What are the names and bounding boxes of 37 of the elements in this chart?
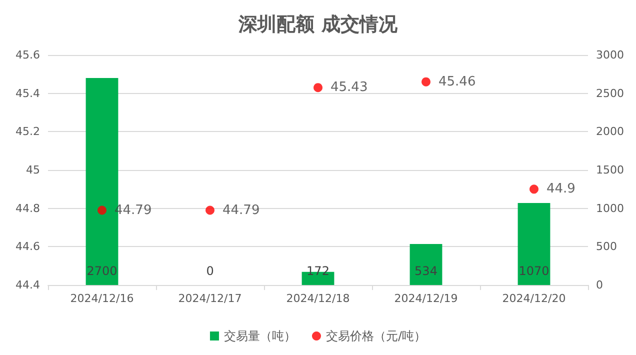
- y2-tick-label: 500: [596, 240, 617, 254]
- y2-tick-label: 1500: [596, 164, 624, 176]
- y2-tick-label: 1000: [596, 202, 624, 215]
- y-tick-label: 45.4: [16, 86, 40, 100]
- x-tick-label: 2024/12/17: [178, 292, 242, 305]
- data-label: 45.43: [330, 80, 368, 96]
- x-tick-label: 2024/12/20: [502, 292, 566, 305]
- data-label: 2700: [86, 264, 118, 278]
- y2-tick-label: 3000: [596, 48, 624, 62]
- data-label: 1070: [518, 264, 550, 278]
- y2-tick-label: 2000: [596, 125, 624, 138]
- point: [98, 206, 106, 215]
- point: [422, 77, 430, 86]
- y2-tick-label: 0: [596, 278, 603, 292]
- data-label: 44.79: [222, 202, 260, 218]
- y-tick-label: 44.4: [16, 278, 40, 292]
- y2-tick-label: 2500: [596, 86, 624, 100]
- point: [314, 83, 322, 92]
- bar: [518, 202, 550, 285]
- y-tick-label: 44.6: [16, 240, 40, 254]
- legend-label: 交易价格（元/吨）: [326, 329, 426, 343]
- y-tick-label: 45.2: [16, 125, 40, 138]
- y-tick-label: 44.8: [16, 202, 40, 215]
- data-label: 534: [414, 264, 438, 278]
- y-tick-label: 45: [26, 164, 40, 176]
- legend-label: 交易量（吨）: [224, 329, 296, 343]
- data-label: 44.9: [546, 182, 576, 197]
- data-label: 45.46: [438, 74, 476, 90]
- bar: [410, 244, 442, 285]
- chart-title: 深圳配额 成交情况: [238, 14, 398, 36]
- point: [530, 184, 538, 194]
- data-label: 0: [206, 264, 214, 278]
- x-tick-label: 2024/12/16: [70, 292, 134, 305]
- point: [206, 206, 214, 215]
- x-tick-label: 2024/12/18: [286, 292, 350, 305]
- y-tick-label: 45.6: [16, 48, 40, 62]
- x-tick-label: 2024/12/19: [394, 292, 458, 305]
